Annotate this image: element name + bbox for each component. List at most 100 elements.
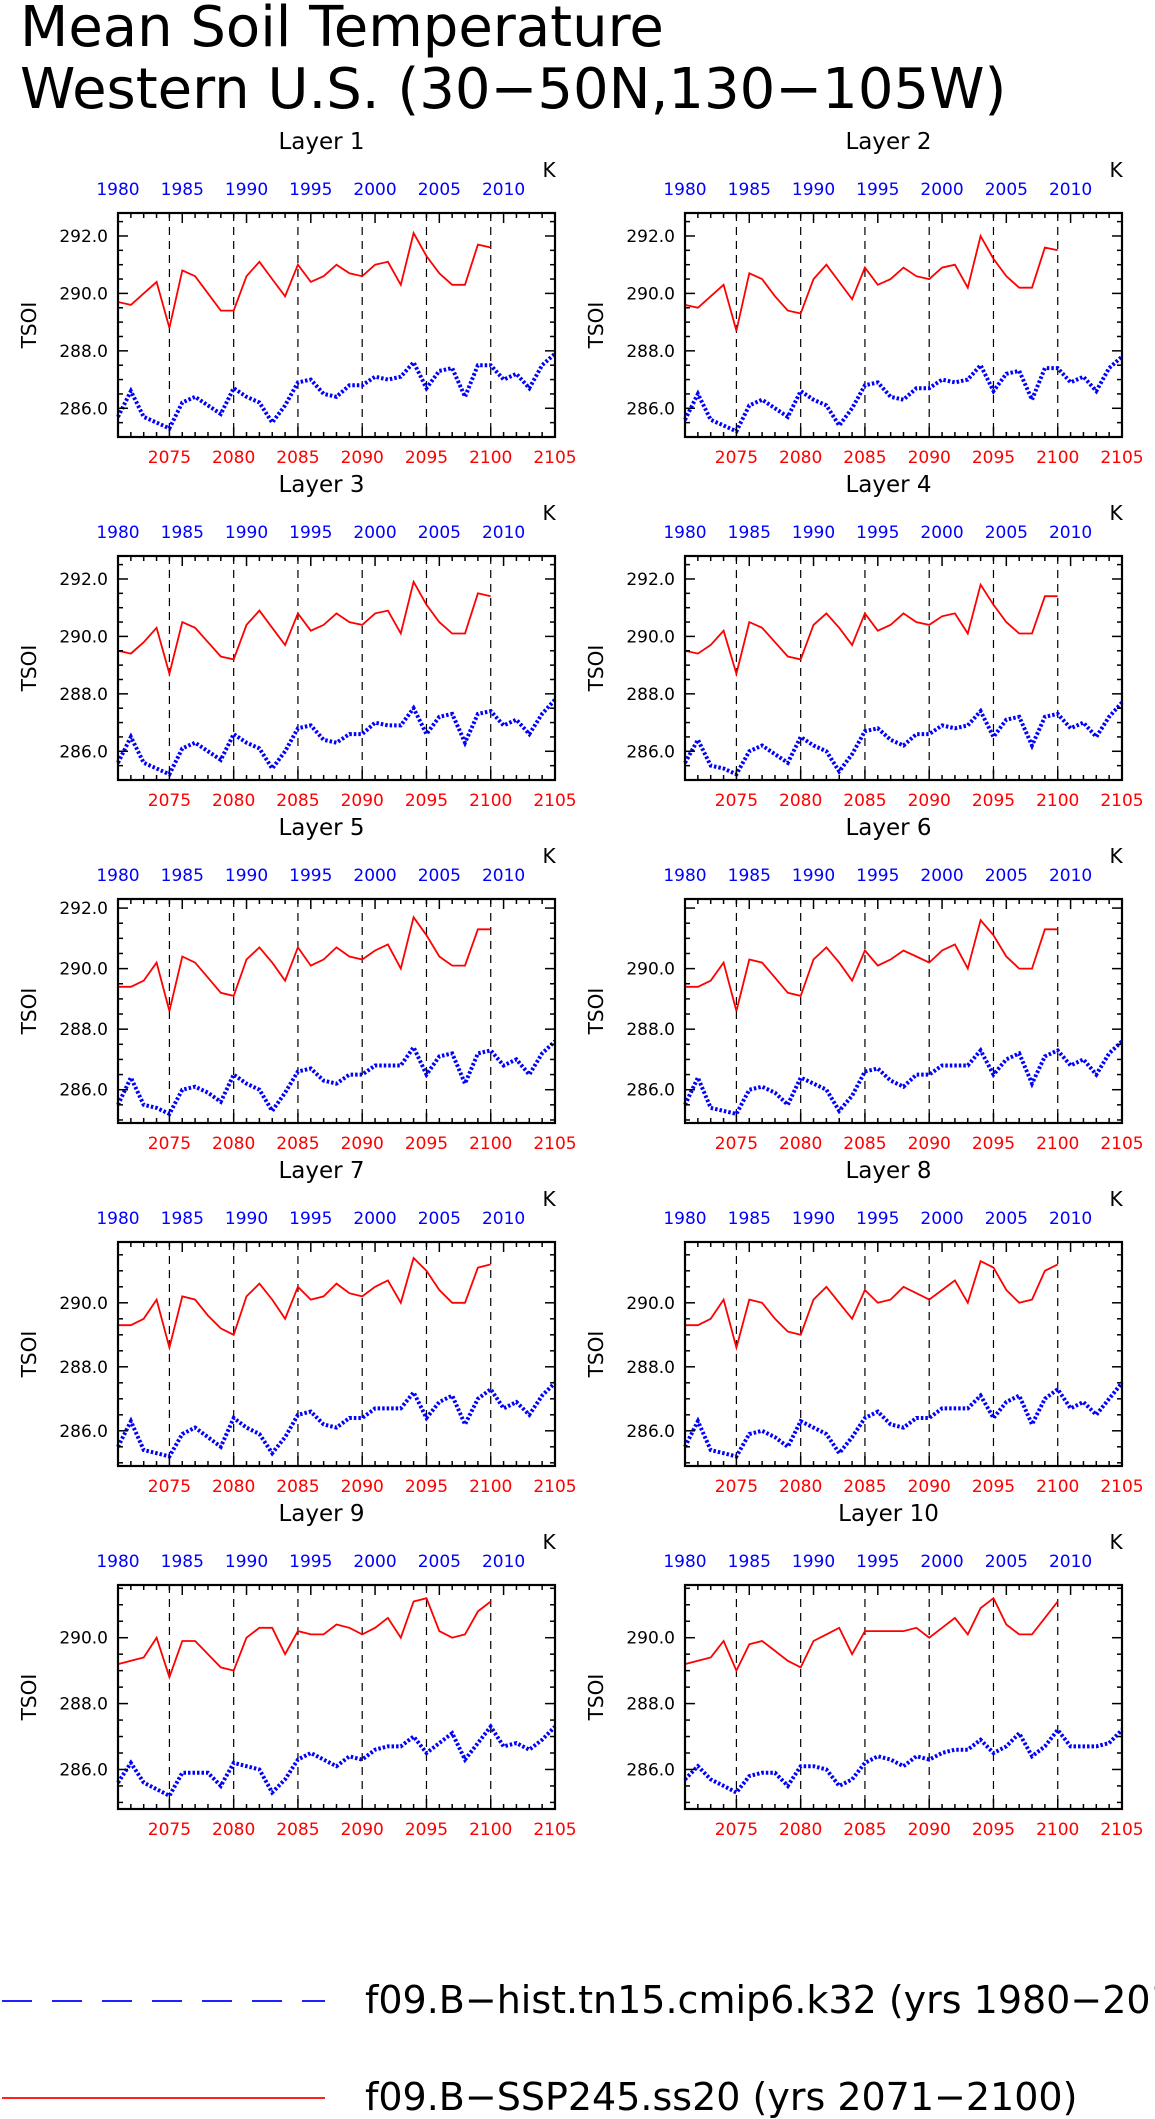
series-future-line <box>118 1256 491 1352</box>
top-tick-label: 2000 <box>920 1209 963 1229</box>
y-tick-label: 292.0 <box>59 227 108 247</box>
series-future-line <box>685 1259 1059 1352</box>
y-axis-label: TSOI <box>17 645 41 693</box>
unit-label: K <box>542 1530 556 1554</box>
top-tick-label: 1995 <box>289 1209 332 1229</box>
bottom-tick-label: 2100 <box>469 1820 512 1840</box>
top-tick-label: 2000 <box>920 180 963 200</box>
top-tick-label: 1985 <box>161 523 204 543</box>
series-future-line <box>685 918 1058 1012</box>
top-tick-label: 2005 <box>418 1552 461 1572</box>
bottom-tick-label: 2085 <box>276 791 319 811</box>
y-tick-label: 286.0 <box>626 1760 675 1780</box>
y-tick-label: 292.0 <box>59 899 108 919</box>
top-tick-label: 1995 <box>856 1552 899 1572</box>
top-tick-label: 1990 <box>225 866 268 886</box>
bottom-tick-label: 2080 <box>212 1134 255 1154</box>
legend: f09.B−hist.tn15.cmip6.k32 (yrs 1980−2014… <box>2 1978 1155 2119</box>
y-tick-label: 286.0 <box>59 742 108 762</box>
top-tick-label: 2000 <box>353 1209 396 1229</box>
top-tick-label: 2010 <box>1049 1552 1092 1572</box>
top-tick-label: 2005 <box>985 1209 1028 1229</box>
y-tick-label: 288.0 <box>626 1358 675 1378</box>
top-tick-label: 1990 <box>225 1552 268 1572</box>
bottom-tick-label: 2100 <box>469 1134 512 1154</box>
panel-layer-4: Layer 4 K 2075 2080 2085 2090 2095 2100 2105 1980… <box>584 472 1144 811</box>
y-axis-label: TSOI <box>17 1331 41 1379</box>
bottom-tick-label: 2095 <box>972 1134 1015 1154</box>
bottom-tick-label: 2105 <box>533 1477 576 1497</box>
top-tick-label: 1995 <box>856 1209 899 1229</box>
top-tick-label: 2010 <box>482 180 525 200</box>
unit-label: K <box>1109 1530 1123 1554</box>
bottom-tick-label: 2105 <box>533 1134 576 1154</box>
top-tick-label: 2010 <box>482 1552 525 1572</box>
series-future-line <box>117 1597 492 1680</box>
series-hist-line <box>116 698 557 777</box>
y-tick-label: 288.0 <box>626 342 675 362</box>
bottom-tick-label: 2100 <box>1036 1477 1079 1497</box>
y-tick-label: 286.0 <box>59 399 108 419</box>
top-tick-label: 1990 <box>225 180 268 200</box>
bottom-tick-label: 2085 <box>843 1820 886 1840</box>
y-tick-label: 290.0 <box>626 1629 675 1649</box>
top-tick-label: 1980 <box>96 180 139 200</box>
panel-layer-8: Layer 8 K 2075 2080 2085 2090 2095 2100 2105 1980… <box>584 1158 1144 1497</box>
top-tick-label: 1990 <box>792 180 835 200</box>
bottom-tick-label: 2090 <box>908 448 951 468</box>
top-tick-label: 1985 <box>728 1209 771 1229</box>
y-tick-label: 290.0 <box>59 284 108 304</box>
top-tick-label: 1985 <box>161 1552 204 1572</box>
bottom-tick-label: 2075 <box>715 448 758 468</box>
plot-frame <box>116 897 557 1125</box>
plot-frame <box>116 554 557 782</box>
top-tick-label: 1995 <box>289 523 332 543</box>
top-tick-label: 2005 <box>418 1209 461 1229</box>
top-tick-label: 2000 <box>353 1552 396 1572</box>
series-future-line <box>117 579 491 678</box>
bottom-tick-label: 2095 <box>972 791 1015 811</box>
y-tick-label: 288.0 <box>59 1358 108 1378</box>
bottom-tick-label: 2085 <box>843 1477 886 1497</box>
y-tick-label: 290.0 <box>626 960 675 980</box>
bottom-tick-label: 2090 <box>341 1477 384 1497</box>
bottom-tick-label: 2075 <box>148 448 191 468</box>
y-tick-label: 286.0 <box>59 1422 108 1442</box>
bottom-tick-label: 2090 <box>908 1477 951 1497</box>
bottom-tick-label: 2095 <box>405 1820 448 1840</box>
y-tick-label: 286.0 <box>626 1081 675 1101</box>
series-hist-line <box>116 352 557 432</box>
series-future-line <box>684 582 1058 678</box>
top-tick-label: 2005 <box>418 180 461 200</box>
bottom-tick-label: 2080 <box>212 448 255 468</box>
bottom-tick-label: 2100 <box>469 1477 512 1497</box>
series-hist-line <box>116 1381 557 1459</box>
top-tick-label: 2010 <box>1049 180 1092 200</box>
top-tick-label: 1985 <box>728 523 771 543</box>
y-tick-label: 292.0 <box>626 570 675 590</box>
bottom-tick-label: 2095 <box>972 1477 1015 1497</box>
top-tick-label: 2000 <box>920 523 963 543</box>
panel-layer-3: Layer 3 K 2075 2080 2085 2090 2095 2100 2105 1980… <box>17 472 577 811</box>
top-tick-label: 1985 <box>161 1209 204 1229</box>
y-tick-label: 288.0 <box>59 1695 108 1715</box>
y-tick-label: 288.0 <box>59 685 108 705</box>
bottom-tick-label: 2085 <box>276 448 319 468</box>
bottom-tick-label: 2085 <box>843 448 886 468</box>
bottom-tick-label: 2105 <box>1100 1477 1143 1497</box>
top-tick-label: 2000 <box>353 180 396 200</box>
top-tick-label: 2005 <box>985 523 1028 543</box>
top-tick-label: 1980 <box>96 1552 139 1572</box>
top-tick-label: 1995 <box>856 523 899 543</box>
bottom-tick-label: 2075 <box>148 791 191 811</box>
unit-label: K <box>1109 501 1123 525</box>
bottom-tick-label: 2080 <box>779 791 822 811</box>
bottom-tick-label: 2090 <box>908 1134 951 1154</box>
top-tick-label: 1980 <box>96 1209 139 1229</box>
bottom-tick-label: 2075 <box>148 1477 191 1497</box>
bottom-tick-label: 2095 <box>405 1477 448 1497</box>
bottom-tick-label: 2095 <box>972 1820 1015 1840</box>
top-tick-label: 1990 <box>792 1552 835 1572</box>
series-hist-line <box>683 701 1124 777</box>
